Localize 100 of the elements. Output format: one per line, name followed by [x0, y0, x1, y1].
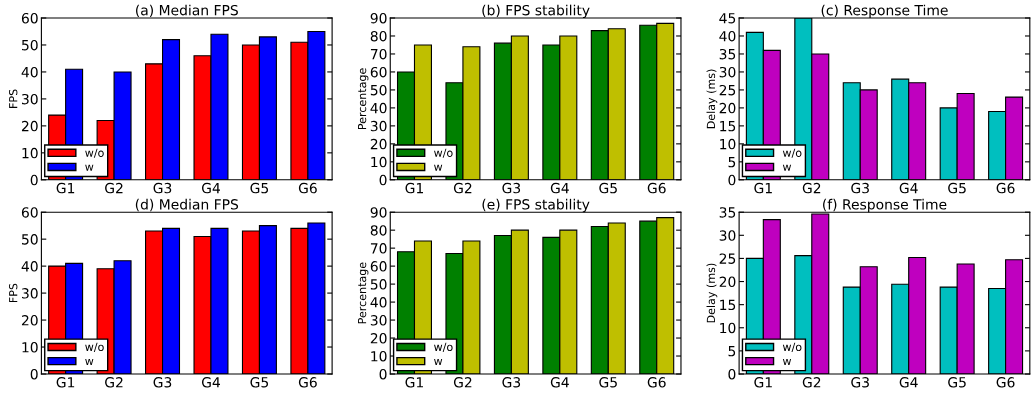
- y-tick-label: 30: [719, 66, 736, 78]
- legend-label: w/o: [782, 342, 802, 352]
- chart-title: (b) FPS stability: [482, 4, 590, 19]
- y-axis-title: FPS: [9, 89, 18, 108]
- y-tick-label: 70: [370, 48, 387, 60]
- y-tick-label: 30: [22, 288, 38, 299]
- y-tick-label: 10: [720, 138, 736, 150]
- y-axis-title: FPS: [9, 283, 18, 303]
- y-tick-label: 60: [370, 66, 387, 78]
- legend-label: w/o: [434, 342, 453, 352]
- y-tick-label: 0: [728, 174, 736, 186]
- y-axis-title: Delay (ms): [706, 263, 718, 323]
- x-tick-label: G3: [502, 377, 521, 388]
- x-tick-label: G2: [453, 377, 472, 388]
- x-tick-label: G6: [298, 182, 317, 194]
- x-tick-label: G4: [899, 182, 918, 194]
- y-tick-label: 0: [379, 174, 387, 186]
- x-tick-label: G3: [153, 377, 172, 388]
- y-tick-label: 10: [371, 156, 387, 168]
- x-tick-label: G1: [405, 377, 423, 388]
- legend-label: w/o: [782, 148, 802, 158]
- x-tick-label: G3: [153, 182, 172, 194]
- y-tick-label: 5: [728, 156, 736, 168]
- x-tick-label: G4: [550, 182, 569, 194]
- y-tick-label: 80: [370, 30, 387, 42]
- x-tick-label: G4: [201, 182, 220, 194]
- x-tick-label: G6: [647, 377, 666, 388]
- y-tick-label: 15: [720, 299, 736, 311]
- x-tick-label: G5: [599, 377, 617, 388]
- legend-label: w/o: [85, 148, 104, 158]
- legend-label: w: [85, 358, 94, 366]
- y-tick-label: 50: [22, 234, 38, 245]
- legend-label: w: [434, 358, 443, 366]
- y-tick-label: 20: [719, 276, 736, 288]
- legend-label: w/o: [85, 342, 104, 352]
- x-tick-label: G2: [105, 377, 123, 388]
- y-tick-label: 40: [370, 297, 387, 308]
- y-tick-label: 60: [21, 207, 38, 218]
- x-tick-label: G2: [453, 182, 472, 194]
- x-tick-label: G4: [201, 377, 220, 388]
- x-tick-label: G1: [754, 182, 772, 194]
- y-tick-label: 30: [370, 315, 387, 326]
- x-tick-label: G1: [754, 377, 772, 388]
- y-tick-label: 10: [371, 350, 387, 362]
- x-tick-label: G2: [802, 182, 821, 194]
- y-tick-label: 0: [379, 368, 387, 380]
- chart-title: (a) Median FPS: [136, 4, 238, 18]
- y-tick-label: 20: [370, 138, 387, 150]
- y-tick-label: 15: [720, 121, 736, 132]
- x-tick-label: G1: [56, 377, 75, 388]
- x-tick-label: G6: [647, 182, 666, 194]
- y-axis-title: Percentage: [358, 262, 369, 324]
- x-tick-label: G6: [996, 377, 1015, 388]
- y-tick-label: 30: [370, 120, 387, 132]
- x-tick-label: G3: [851, 377, 869, 388]
- y-tick-label: 10: [22, 342, 38, 353]
- x-tick-label: G2: [105, 182, 123, 194]
- x-tick-label: G4: [550, 377, 569, 388]
- y-tick-label: 0: [30, 174, 38, 186]
- y-tick-label: 10: [22, 147, 38, 159]
- y-tick-label: 60: [21, 12, 38, 24]
- y-tick-label: 20: [21, 315, 38, 326]
- x-tick-label: G2: [802, 377, 821, 388]
- y-tick-label: 90: [370, 207, 387, 218]
- x-tick-label: G5: [250, 377, 269, 388]
- y-tick-label: 50: [370, 279, 387, 290]
- y-tick-label: 0: [30, 368, 38, 380]
- legend-label: w: [85, 164, 94, 171]
- chart-title: (e) FPS stability: [482, 198, 590, 213]
- y-tick-label: 90: [370, 12, 387, 24]
- x-tick-label: G6: [996, 182, 1015, 194]
- y-axis-title: Percentage: [358, 68, 369, 130]
- y-tick-label: 30: [719, 230, 736, 241]
- x-tick-label: G6: [298, 377, 317, 388]
- y-tick-label: 20: [719, 102, 736, 114]
- y-tick-label: 30: [22, 93, 38, 105]
- y-tick-label: 35: [719, 48, 736, 60]
- chart-title: (c) Response Time: [821, 4, 948, 19]
- x-tick-label: G5: [250, 182, 269, 194]
- y-axis-title: Delay (ms): [706, 69, 718, 129]
- legend-label: w/o: [434, 148, 453, 158]
- x-tick-label: G1: [56, 182, 75, 194]
- y-tick-label: 80: [370, 225, 387, 236]
- chart-title: (f) Response Time: [823, 198, 947, 213]
- y-tick-label: 40: [21, 66, 38, 78]
- legend-label: w: [434, 164, 443, 171]
- chart-title: (d) Median FPS: [135, 198, 239, 212]
- x-tick-label: G5: [948, 377, 966, 388]
- y-tick-label: 25: [719, 84, 736, 96]
- y-tick-label: 70: [370, 243, 387, 254]
- x-tick-label: G5: [599, 182, 617, 194]
- y-tick-label: 10: [720, 322, 736, 334]
- legend-label: w: [782, 358, 792, 366]
- y-tick-label: 40: [370, 102, 387, 114]
- x-tick-label: G1: [405, 182, 423, 194]
- y-tick-label: 25: [719, 253, 736, 264]
- y-tick-label: 20: [370, 333, 387, 344]
- y-tick-label: 50: [370, 84, 387, 96]
- x-tick-label: G3: [502, 182, 521, 194]
- x-tick-label: G3: [851, 182, 869, 194]
